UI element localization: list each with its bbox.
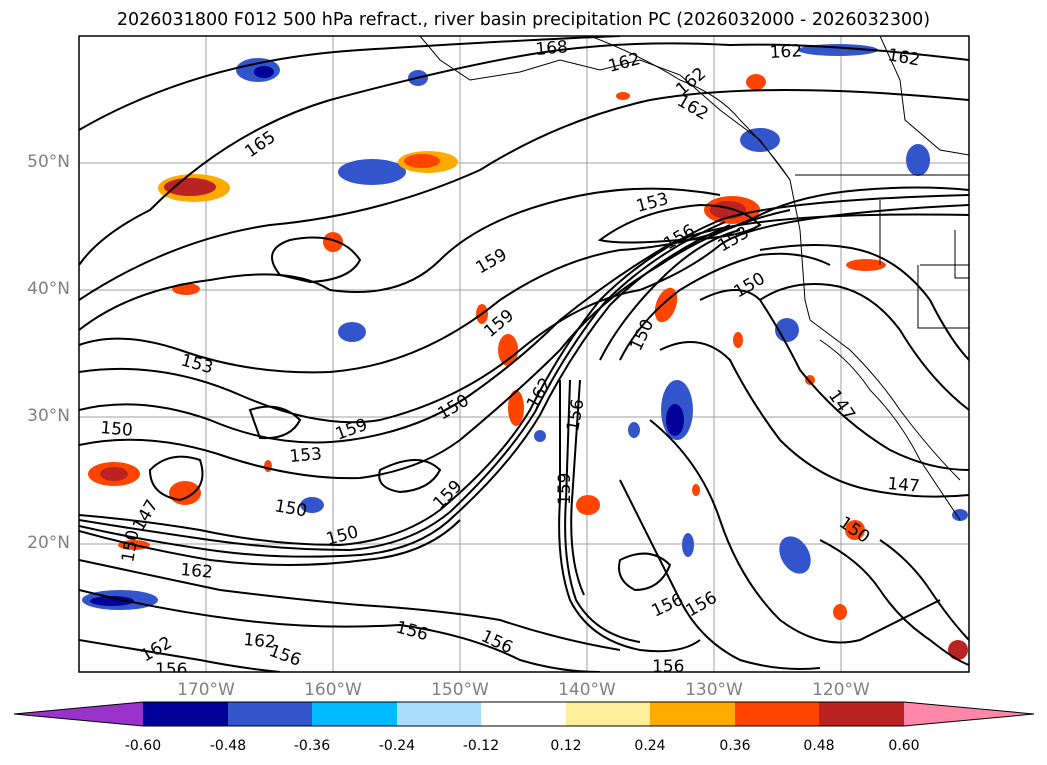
- precipitation-anomaly-fill: [82, 44, 968, 660]
- colorbar-bin: [735, 702, 819, 726]
- lon-label: 150°W: [431, 680, 489, 700]
- contour-label: 168: [535, 37, 569, 60]
- colorbar-bin: [819, 702, 904, 726]
- colorbar-bin: [566, 702, 650, 726]
- contour-label: 150: [100, 418, 134, 441]
- refractivity-contours: [79, 36, 969, 672]
- colorbar-tick: -0.48: [209, 738, 247, 754]
- lat-label: 20°N: [27, 533, 70, 553]
- contour-label: 162: [243, 630, 277, 653]
- colorbar-bin: [397, 702, 481, 726]
- contour-label: 156: [155, 660, 187, 680]
- colorbar-tick: 0.36: [719, 738, 751, 754]
- contour-label: 159: [555, 473, 575, 505]
- lon-label: 140°W: [558, 680, 616, 700]
- lat-label: 30°N: [27, 406, 70, 426]
- colorbar-bin: [312, 702, 397, 726]
- contour-label: 153: [289, 444, 323, 467]
- colorbar-tick: 0.48: [803, 738, 835, 754]
- colorbar-bin: [481, 702, 566, 726]
- contour-label: 162: [180, 560, 214, 583]
- contour-label: 162: [769, 41, 802, 63]
- colorbar-tick: -0.24: [378, 738, 416, 754]
- colorbar-bin: [228, 702, 312, 726]
- colorbar-tick: -0.60: [124, 738, 162, 754]
- lon-label: 120°W: [812, 680, 870, 700]
- colorbar-tick: 0.12: [550, 738, 582, 754]
- lon-label: 130°W: [685, 680, 743, 700]
- colorbar-tick: 0.24: [634, 738, 666, 754]
- colorbar-tick: 0.60: [888, 738, 920, 754]
- lat-label: 50°N: [27, 152, 70, 172]
- colorbar-extend-high: [904, 702, 1034, 726]
- colorbar-extend-low: [14, 702, 143, 726]
- colorbar-bin: [650, 702, 735, 726]
- lon-label: 160°W: [304, 680, 362, 700]
- contour-label: 147: [887, 474, 921, 497]
- lat-label: 40°N: [27, 279, 70, 299]
- map-title: 2026031800 F012 500 hPa refract., river …: [116, 10, 931, 30]
- lon-label: 170°W: [177, 680, 235, 700]
- map-frame: [78, 35, 970, 673]
- graticule: [79, 36, 969, 672]
- colorbar: [13, 701, 1035, 727]
- colorbar-tick: -0.36: [293, 738, 331, 754]
- colorbar-tick: -0.12: [462, 738, 500, 754]
- contour-label: 156: [652, 657, 684, 677]
- colorbar-bin: [143, 702, 228, 726]
